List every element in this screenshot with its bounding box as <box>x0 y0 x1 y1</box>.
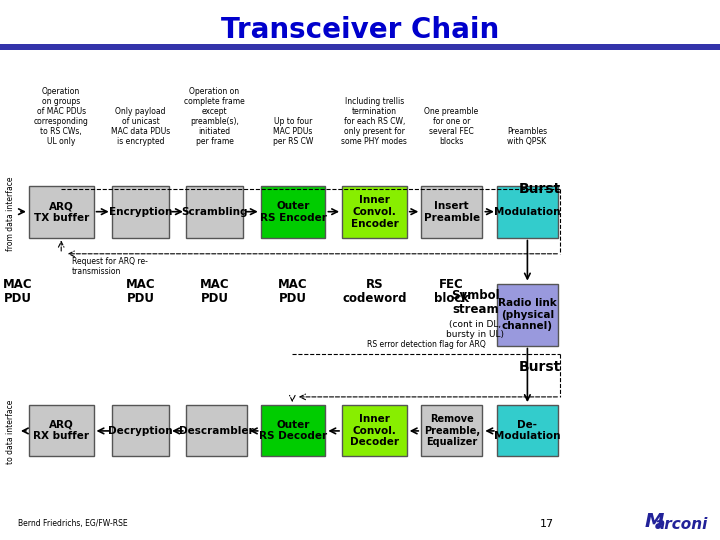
Text: One preamble
for one or
several FEC
blocks: One preamble for one or several FEC bloc… <box>424 107 479 146</box>
Text: ARQ
RX buffer: ARQ RX buffer <box>33 420 89 442</box>
FancyBboxPatch shape <box>497 186 558 238</box>
Text: Inner
Convol.
Decoder: Inner Convol. Decoder <box>350 414 399 447</box>
Text: Burst: Burst <box>518 360 561 374</box>
Text: 17: 17 <box>540 519 554 529</box>
FancyBboxPatch shape <box>29 405 94 456</box>
Text: M: M <box>644 511 664 531</box>
FancyBboxPatch shape <box>421 186 482 238</box>
Text: Up to four
MAC PDUs
per RS CW: Up to four MAC PDUs per RS CW <box>273 117 313 146</box>
Text: Including trellis
termination
for each RS CW,
only present for
some PHY modes: Including trellis termination for each R… <box>341 97 408 146</box>
Text: FEC
block: FEC block <box>434 278 469 305</box>
Text: Radio link
(physical
channel): Radio link (physical channel) <box>498 298 557 331</box>
Text: Decryption: Decryption <box>108 426 173 436</box>
Text: Modulation: Modulation <box>494 207 561 217</box>
FancyBboxPatch shape <box>29 186 94 238</box>
Text: Outer
RS Encoder: Outer RS Encoder <box>260 201 326 222</box>
Text: Scrambling: Scrambling <box>181 207 248 217</box>
FancyBboxPatch shape <box>342 186 407 238</box>
FancyBboxPatch shape <box>261 405 325 456</box>
Text: Symbol
stream: Symbol stream <box>451 289 500 316</box>
FancyBboxPatch shape <box>497 405 558 456</box>
Text: RS error detection flag for ARQ: RS error detection flag for ARQ <box>367 340 485 349</box>
FancyBboxPatch shape <box>421 405 482 456</box>
FancyBboxPatch shape <box>186 186 243 238</box>
Text: Remove
Preamble,
Equalizer: Remove Preamble, Equalizer <box>424 414 480 447</box>
Text: Bernd Friedrichs, EG/FW-RSE: Bernd Friedrichs, EG/FW-RSE <box>18 519 127 528</box>
Text: Encryption: Encryption <box>109 207 172 217</box>
Text: (cont in DL,
bursty in UL): (cont in DL, bursty in UL) <box>446 320 504 339</box>
Text: Operation on
complete frame
except
preamble(s),
initiated
per frame: Operation on complete frame except pream… <box>184 86 245 146</box>
Text: MAC
PDU: MAC PDU <box>125 278 156 305</box>
FancyBboxPatch shape <box>112 405 169 456</box>
FancyBboxPatch shape <box>261 186 325 238</box>
Text: to data interface: to data interface <box>6 400 14 464</box>
Bar <box>0 44 720 50</box>
Text: ARQ
TX buffer: ARQ TX buffer <box>34 201 89 222</box>
Text: Request for ARQ re-
transmission: Request for ARQ re- transmission <box>72 256 148 276</box>
Text: MAC
PDU: MAC PDU <box>199 278 230 305</box>
Text: Insert
Preamble: Insert Preamble <box>424 201 480 222</box>
Text: Descrambler: Descrambler <box>179 426 253 436</box>
FancyBboxPatch shape <box>186 405 247 456</box>
Text: Inner
Convol.
Encoder: Inner Convol. Encoder <box>351 195 398 228</box>
Text: RS
codeword: RS codeword <box>342 278 407 305</box>
FancyBboxPatch shape <box>342 405 407 456</box>
Text: MAC
PDU: MAC PDU <box>3 278 33 305</box>
Text: De-
Modulation: De- Modulation <box>494 420 561 442</box>
Text: Burst: Burst <box>518 182 561 196</box>
Text: Outer
RS Decoder: Outer RS Decoder <box>259 420 327 442</box>
Text: Preambles
with QPSK: Preambles with QPSK <box>507 127 547 146</box>
Text: from data interface: from data interface <box>6 176 14 251</box>
Text: MAC
PDU: MAC PDU <box>278 278 308 305</box>
Text: Only payload
of unicast
MAC data PDUs
is encrypted: Only payload of unicast MAC data PDUs is… <box>111 107 170 146</box>
FancyBboxPatch shape <box>497 284 558 346</box>
Text: Operation
on groups
of MAC PDUs
corresponding
to RS CWs,
UL only: Operation on groups of MAC PDUs correspo… <box>34 86 89 146</box>
Text: Transceiver Chain: Transceiver Chain <box>221 16 499 44</box>
Text: arconi: arconi <box>655 517 708 532</box>
FancyBboxPatch shape <box>112 186 169 238</box>
